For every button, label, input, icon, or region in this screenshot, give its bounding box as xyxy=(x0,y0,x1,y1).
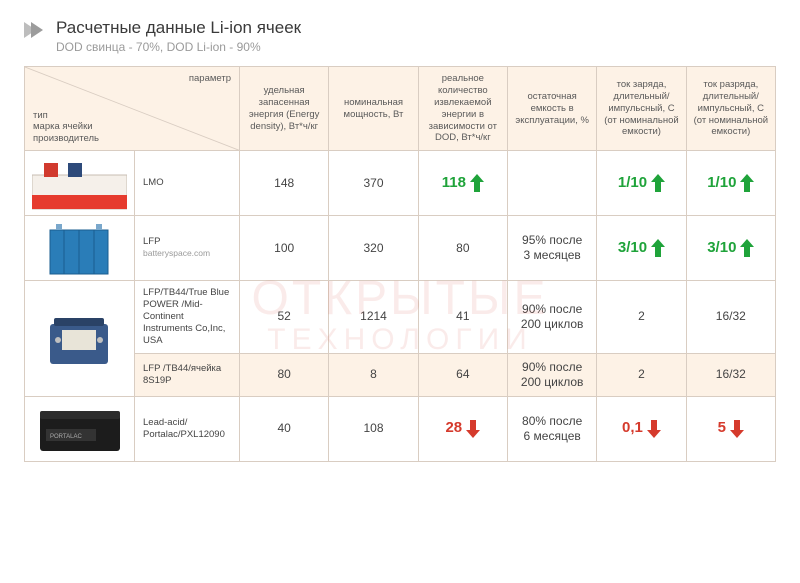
cell-value: 100 xyxy=(274,241,294,255)
cell-value: 370 xyxy=(363,176,383,190)
cell-value: 64 xyxy=(456,367,469,381)
col-header: остаточная емкость в эксплуатации, % xyxy=(507,67,596,151)
cell-value: 118 xyxy=(442,174,484,193)
cell: 90% после200 циклов xyxy=(507,281,596,353)
col-header: номинальная мощность, Вт xyxy=(329,67,418,151)
cell-value: 108 xyxy=(363,421,383,435)
cell-value: 90% после200 циклов xyxy=(521,360,584,389)
cell: 3/10 xyxy=(686,216,775,281)
cell: 2 xyxy=(597,353,686,396)
cell-value: 1/10 xyxy=(618,174,665,193)
cell: 118 xyxy=(418,151,507,216)
diag-label-bottom: типмарка ячейкипроизводитель xyxy=(33,110,99,144)
cell: 41 xyxy=(418,281,507,353)
cell: 1214 xyxy=(329,281,418,353)
cell: 95% после3 месяцев xyxy=(507,216,596,281)
battery-image-cell xyxy=(25,281,135,396)
cell: 1/10 xyxy=(686,151,775,216)
cell-value: 16/32 xyxy=(716,309,746,323)
cell: 108 xyxy=(329,396,418,461)
cell-value: 40 xyxy=(277,421,290,435)
cell-value: 41 xyxy=(456,309,469,323)
cell: 28 xyxy=(418,396,507,461)
cell-value: 80 xyxy=(277,367,290,381)
col-header: ток заряда, длительный/импульсный, С (от… xyxy=(597,67,686,151)
chevron-right-icon xyxy=(24,22,46,38)
table-row: Lead-acid/ Portalac/PXL12090 40 108 28 80% п… xyxy=(25,396,776,461)
cell-name: Lead-acid/ Portalac/PXL12090 xyxy=(135,396,240,461)
cell-value: 1214 xyxy=(360,309,387,323)
table-row: LFP /TB44/ячейка 8S19P 80 8 64 90% после200 … xyxy=(25,353,776,396)
page-title: Расчетные данные Li-ion ячеек xyxy=(56,18,301,38)
cell-value: 5 xyxy=(718,419,744,438)
diag-label-top: параметр xyxy=(189,73,231,85)
table-row: LFP/TB44/True Blue POWER /Mid-Continent … xyxy=(25,281,776,353)
cell-name: LFP /TB44/ячейка 8S19P xyxy=(135,353,240,396)
cell: 3/10 xyxy=(597,216,686,281)
cell-value: 28 xyxy=(445,419,480,438)
cell-name: LFP/TB44/True Blue POWER /Mid-Continent … xyxy=(135,281,240,353)
battery-image-cell xyxy=(25,216,135,281)
table-header-row: параметр типмарка ячейкипроизводитель уд… xyxy=(25,67,776,151)
cell-value: 95% после3 месяцев xyxy=(522,233,582,262)
col-header: удельная запасенная энергия (Energy dens… xyxy=(240,67,329,151)
cell-value: 3/10 xyxy=(707,239,754,258)
cell: 64 xyxy=(418,353,507,396)
cell: 40 xyxy=(240,396,329,461)
cell: 320 xyxy=(329,216,418,281)
cell: 5 xyxy=(686,396,775,461)
cell: 80 xyxy=(240,353,329,396)
cell-value: 2 xyxy=(638,367,645,381)
cell-sub: batteryspace.com xyxy=(143,248,210,258)
cell: 80% после6 месяцев xyxy=(507,396,596,461)
cell: 16/32 xyxy=(686,353,775,396)
cell: 90% после200 циклов xyxy=(507,353,596,396)
table-row: LFPbatteryspace.com 100 320 80 95% после3 ме… xyxy=(25,216,776,281)
col-header: реальное количество извлекаемой энергии … xyxy=(418,67,507,151)
cell: 100 xyxy=(240,216,329,281)
cell-value: 3/10 xyxy=(618,239,665,258)
cell-value: 16/32 xyxy=(716,367,746,381)
cell: 16/32 xyxy=(686,281,775,353)
cell: 0,1 xyxy=(597,396,686,461)
cell: 148 xyxy=(240,151,329,216)
cell-value: 1/10 xyxy=(707,174,754,193)
battery-icon xyxy=(32,155,127,211)
cell-value: 80 xyxy=(456,241,469,255)
cell xyxy=(507,151,596,216)
comparison-table: параметр типмарка ячейкипроизводитель уд… xyxy=(24,66,776,462)
cell: 370 xyxy=(329,151,418,216)
page-subtitle: DOD свинца - 70%, DOD Li-ion - 90% xyxy=(56,40,301,54)
battery-icon xyxy=(32,310,127,366)
cell-value: 8 xyxy=(370,367,377,381)
cell-value: 148 xyxy=(274,176,294,190)
page-header: Расчетные данные Li-ion ячеек DOD свинца… xyxy=(24,18,776,54)
cell-value: 2 xyxy=(638,309,645,323)
cell: 80 xyxy=(418,216,507,281)
table-row: LMO 148 370 118 1/10 1/10 xyxy=(25,151,776,216)
battery-image-cell xyxy=(25,396,135,461)
battery-icon xyxy=(32,220,127,276)
cell-name: LMO xyxy=(135,151,240,216)
cell-value: 90% после200 циклов xyxy=(521,302,584,331)
cell: 8 xyxy=(329,353,418,396)
cell: 1/10 xyxy=(597,151,686,216)
cell-value: 80% после6 месяцев xyxy=(522,414,582,443)
col-header: ток разряда, длительный/импульсный, С (о… xyxy=(686,67,775,151)
cell: 52 xyxy=(240,281,329,353)
battery-image-cell xyxy=(25,151,135,216)
cell-value: 320 xyxy=(363,241,383,255)
battery-icon xyxy=(32,401,127,457)
cell-value: 52 xyxy=(277,309,290,323)
table-diag-header: параметр типмарка ячейкипроизводитель xyxy=(25,67,240,151)
cell-value: 0,1 xyxy=(622,419,661,438)
cell: 2 xyxy=(597,281,686,353)
cell-name: LFPbatteryspace.com xyxy=(135,216,240,281)
